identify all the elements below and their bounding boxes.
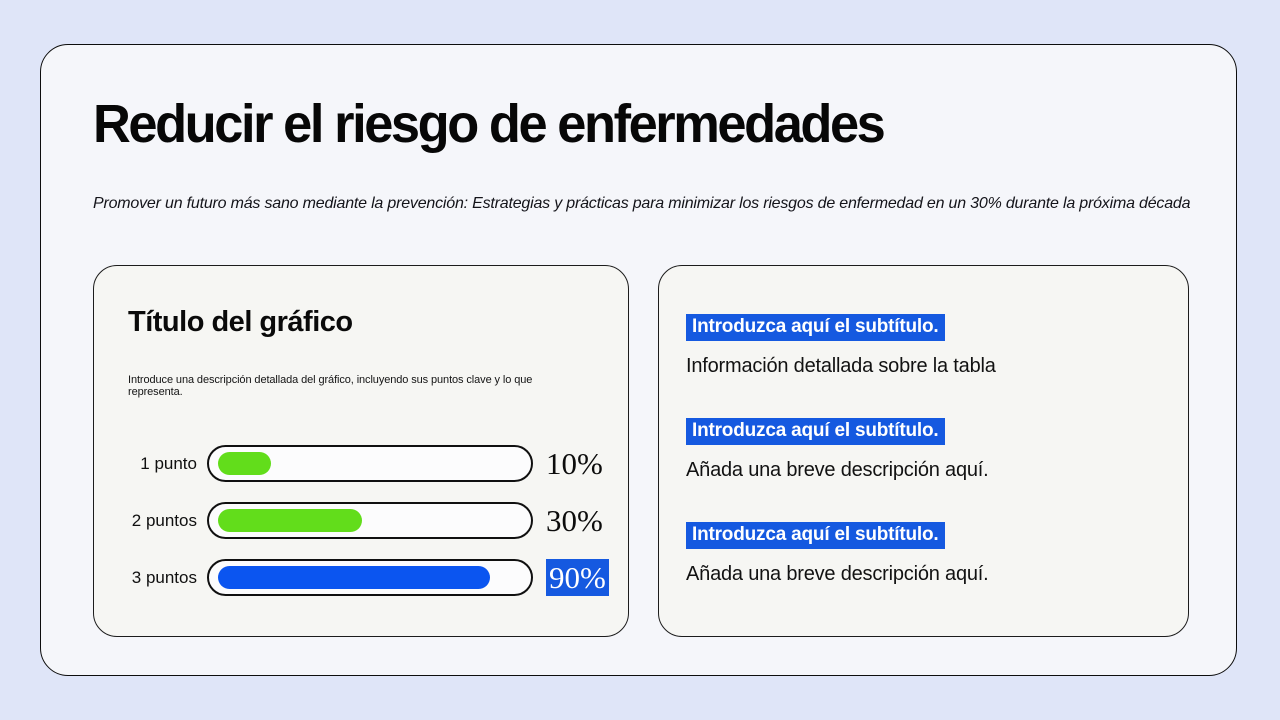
bar-row: 2 puntos 30% — [122, 502, 628, 539]
chart-panel: Título del gráfico Introduce una descrip… — [93, 265, 629, 637]
info-description: Información detallada sobre la tabla — [686, 355, 996, 377]
info-panel: Introduzca aquí el subtítulo. Informació… — [658, 265, 1189, 637]
info-subtitle-highlight: Introduzca aquí el subtítulo. — [686, 522, 946, 549]
bar-track — [207, 445, 533, 482]
bar-track — [207, 502, 533, 539]
bar-value-label: 90% — [546, 559, 609, 596]
slide-subtitle: Promover un futuro más sano mediante la … — [93, 195, 1191, 212]
slide-card: Reducir el riesgo de enfermedades Promov… — [40, 44, 1237, 676]
info-description: Añada una breve descripción aquí. — [686, 563, 989, 585]
info-subtitle-highlight: Introduzca aquí el subtítulo. — [686, 314, 946, 341]
bar-category-label: 2 puntos — [131, 510, 197, 530]
chart-title: Título del gráfico — [128, 306, 353, 338]
bar-row: 3 puntos 90% — [122, 559, 628, 596]
bar-track — [207, 559, 533, 596]
bar-value-label: 10% — [546, 446, 603, 481]
bar-fill — [218, 509, 362, 532]
bar-fill — [218, 566, 491, 589]
info-sections: Introduzca aquí el subtítulo. Informació… — [686, 314, 1168, 626]
bar-category-label: 3 puntos — [131, 567, 197, 587]
info-subtitle-highlight: Introduzca aquí el subtítulo. — [686, 418, 946, 445]
info-section: Introduzca aquí el subtítulo. Añada una … — [686, 522, 1168, 586]
slide-title: Reducir el riesgo de enfermedades — [93, 94, 886, 154]
bar-row: 1 punto 10% — [122, 445, 628, 482]
info-description: Añada una breve descripción aquí. — [686, 459, 989, 481]
info-section: Introduzca aquí el subtítulo. Añada una … — [686, 418, 1168, 482]
bar-category-label: 1 punto — [140, 453, 197, 473]
bar-fill — [218, 452, 272, 475]
bar-chart: 1 punto 10% 2 puntos 30% 3 puntos 90% — [122, 445, 628, 616]
chart-description: Introduce una descripción detallada del … — [128, 374, 533, 398]
info-section: Introduzca aquí el subtítulo. Informació… — [686, 314, 1168, 378]
bar-value-label: 30% — [546, 503, 603, 538]
